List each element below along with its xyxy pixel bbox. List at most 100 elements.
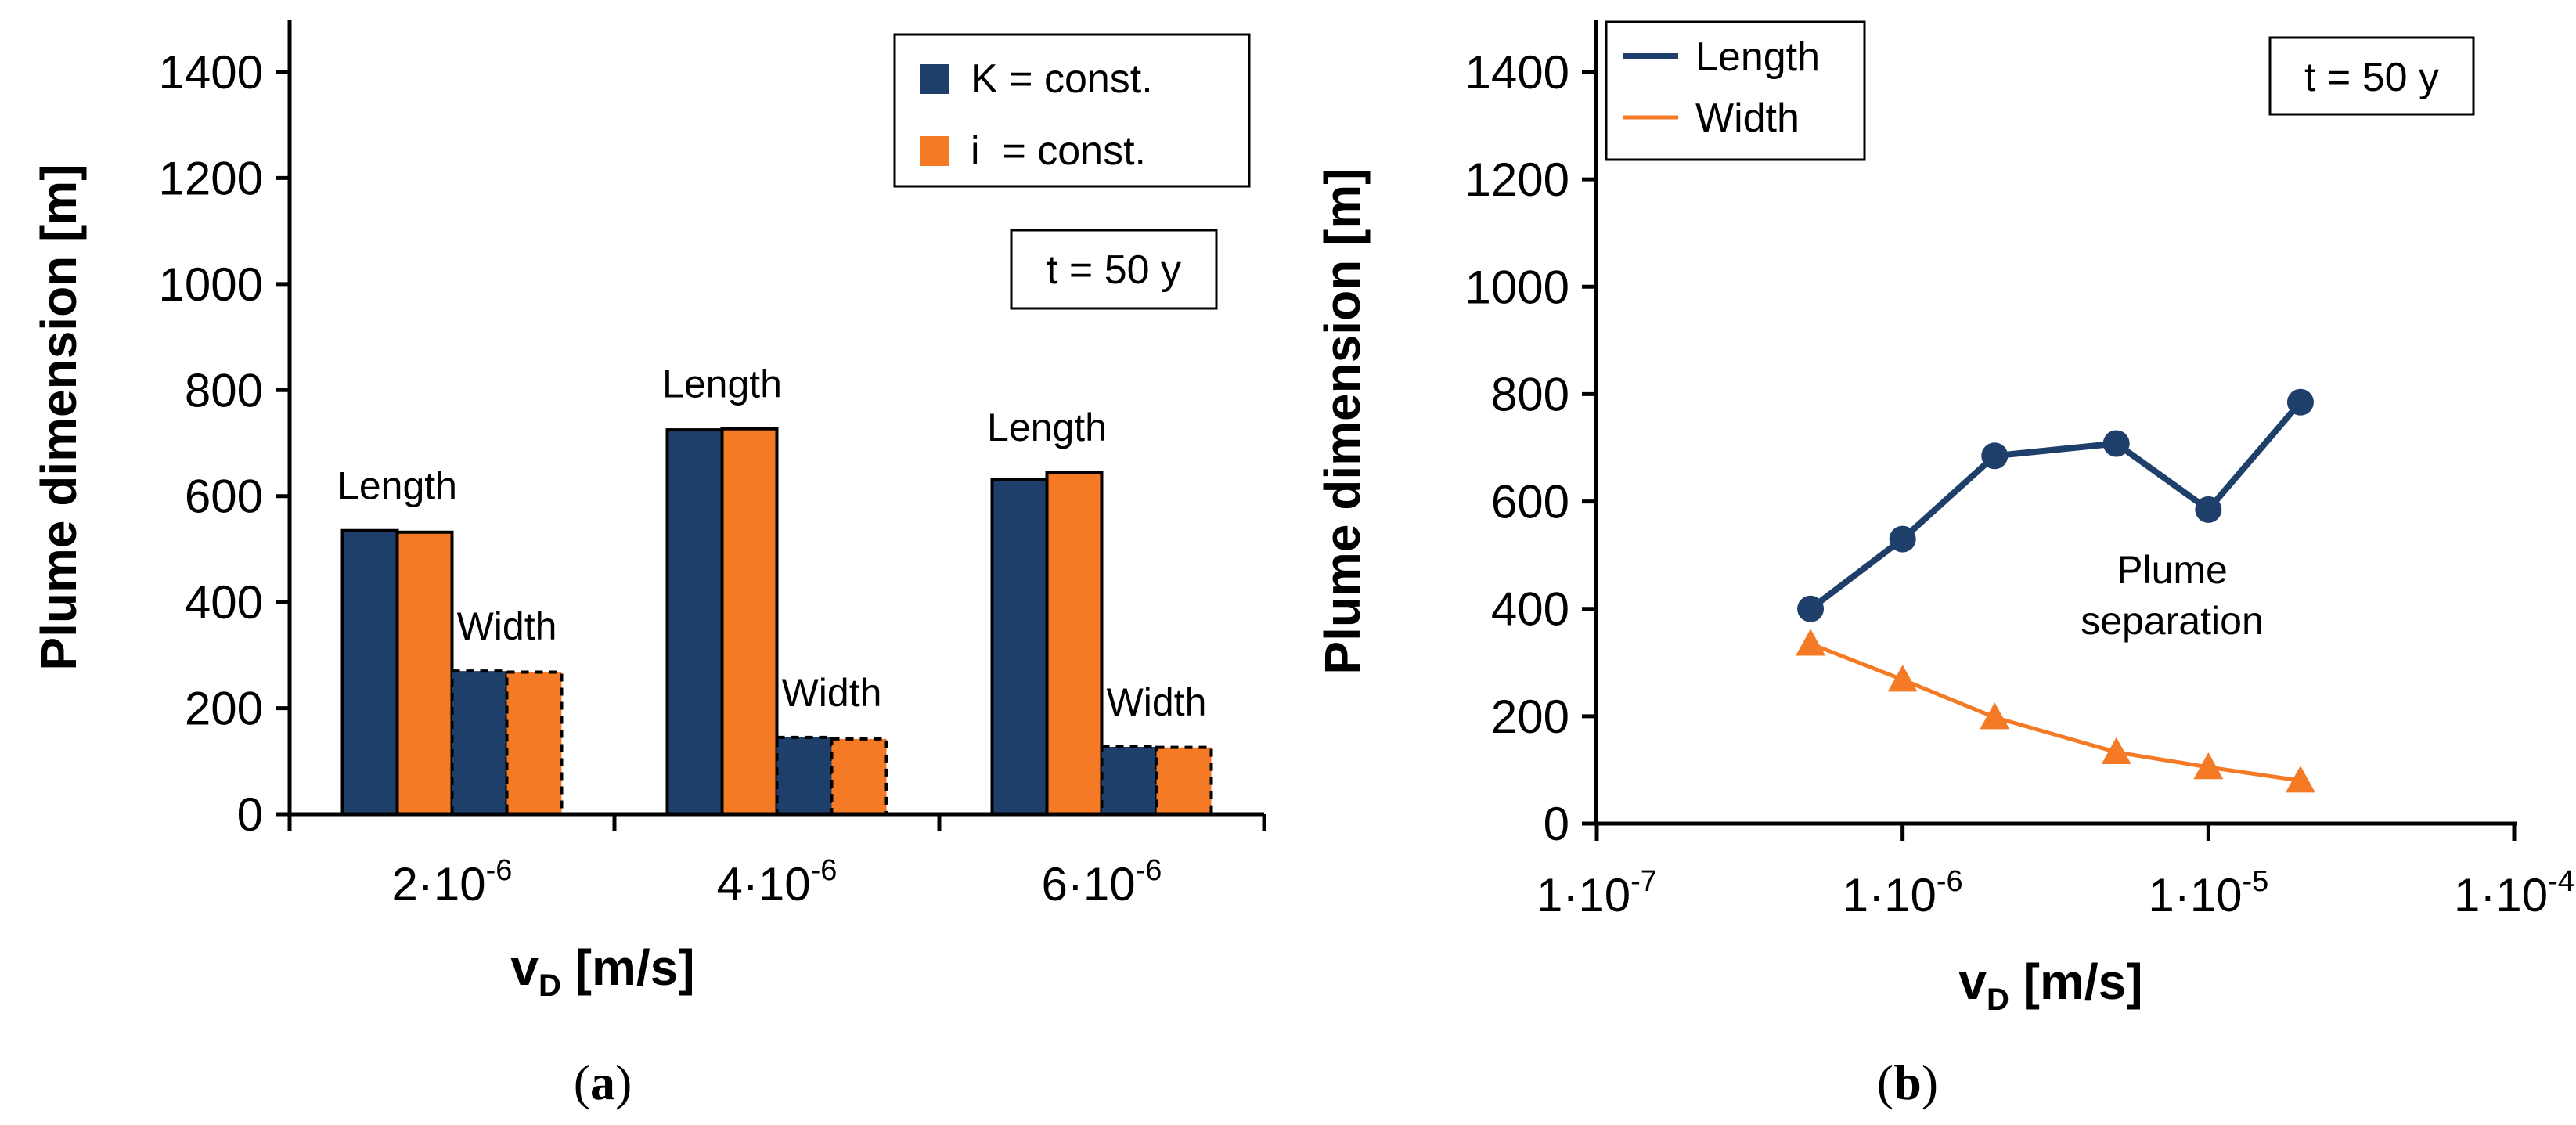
panel-a-time-box-label: t = 50 y <box>1047 247 1181 293</box>
panel-b-y-tick-label: 1400 <box>1465 46 1569 99</box>
panel-a-bar-label-width: Width <box>1107 680 1207 724</box>
panel-b-x-tick-label-exp: -7 <box>1630 865 1657 898</box>
panel-a-bar-label-width: Width <box>457 604 557 648</box>
panel-b-caption: (b) <box>1877 1055 1938 1110</box>
panel-b-x-tick-label: 1·10-4 <box>2454 865 2574 921</box>
panel-a-bar-K_width <box>450 669 509 817</box>
panel-a-legend-box <box>893 33 1251 188</box>
panel-b-caption-letter: b <box>1893 1055 1922 1110</box>
panel-b-point-length <box>1889 525 1916 553</box>
panel-b-legend: Length Width <box>1605 20 1866 161</box>
panel-b-point-length <box>2195 496 2222 523</box>
panel-a-legend-swatch-k <box>920 64 949 94</box>
panel-a-x-axis-title: vD [m/s] <box>510 939 694 1003</box>
panel-a-x-axis-title-v: v <box>510 939 539 996</box>
panel-b-annotation-line2: separation <box>2081 599 2264 643</box>
panel-a-caption-letter: a <box>590 1055 615 1110</box>
panel-b-y-tick-label: 800 <box>1491 368 1569 420</box>
panel-a-y-tick-label: 1000 <box>159 258 263 311</box>
panel-b-x-axis-title-unit: [m/s] <box>2009 954 2143 1010</box>
panel-a-caption-close: ) <box>615 1055 632 1110</box>
panel-a-x-tick-label-base: 2·10 <box>392 858 486 910</box>
panel-a-caption: (a) <box>574 1055 632 1110</box>
panel-b-y-tick-label: 0 <box>1544 798 1569 850</box>
panel-a-y-tick-label: 1400 <box>159 46 263 99</box>
panel-b-line-width <box>1810 641 2301 783</box>
panel-a-caption-open: ( <box>574 1055 590 1110</box>
panel-a-bar-i_width <box>1155 745 1213 816</box>
panel-a-x-tick-label: 2·10-6 <box>392 854 513 910</box>
panel-a-y-axis-title: Plume dimension [m] <box>31 164 87 670</box>
panel-b-point-width <box>1887 665 1918 692</box>
panel-a-y-ticks: 0 200 400 600 800 1000 1200 1400 <box>159 46 290 841</box>
panel-a-time-box-frame <box>1010 229 1218 310</box>
panel-b-caption-close: ) <box>1922 1055 1938 1110</box>
panel-a-x-tick-label: 6·10-6 <box>1042 854 1162 910</box>
panel-b-point-length <box>2286 388 2314 416</box>
panel-b-series <box>1796 388 2315 793</box>
panel-b-y-tick-label: 1200 <box>1465 153 1569 206</box>
panel-b-annotation-line1: Plume <box>2117 548 2228 592</box>
panel-a-x-tick-label-exp: -6 <box>811 854 838 887</box>
panel-a-bar-i_length <box>720 427 779 817</box>
panel-a-x-tick-label-exp: -6 <box>486 854 513 887</box>
panel-a-x-tick-labels: 2·10-6 4·10-6 6·10-6 <box>392 854 1162 910</box>
panel-a-x-ticks <box>287 814 1266 831</box>
panel-b-point-width <box>1980 702 2010 730</box>
panel-b-y-tick-label: 200 <box>1491 691 1569 743</box>
panel-a-y-tick-label: 200 <box>185 683 263 735</box>
panel-a-y-tick-label: 400 <box>185 576 263 629</box>
panel-a-legend-label-i: i = const. <box>971 128 1146 174</box>
panel-b-caption-open: ( <box>1877 1055 1893 1110</box>
panel-b-x-axis-title-v: v <box>1958 954 1987 1010</box>
panel-a-legend: K = const. i = const. <box>893 33 1251 188</box>
panel-b-point-length <box>1981 442 2009 470</box>
panel-b-y-tick-label: 600 <box>1491 476 1569 528</box>
panel-a-bar-i_width <box>505 670 564 816</box>
panel-b-point-length <box>2102 430 2130 457</box>
panel-a-legend-swatch-i <box>920 136 949 166</box>
panel-a-x-tick-label-base: 6·10 <box>1042 858 1136 910</box>
panel-a-bar-label-width: Width <box>782 671 882 715</box>
panel-a-x-tick-label-exp: -6 <box>1136 854 1162 887</box>
panel-b-x-tick-label-exp: -5 <box>2242 865 2268 898</box>
panel-a-bar-label-length: Length <box>987 406 1107 449</box>
panel-b-x-tick-label-base: 1·10 <box>2454 869 2548 921</box>
panel-a-bar-K_width <box>1100 745 1158 817</box>
panel-b-x-tick-label-base: 1·10 <box>2148 869 2242 921</box>
panel-b-point-width <box>1796 629 1826 656</box>
panel-a-legend-label-k: K = const. <box>971 56 1153 102</box>
panel-b-y-tick-label: 400 <box>1491 583 1569 636</box>
panel-b-x-axis-title-sub: D <box>1987 983 2009 1017</box>
panel-a-x-tick-label-base: 4·10 <box>717 858 811 910</box>
panel-a-x-tick-label: 4·10-6 <box>717 854 838 910</box>
panel-b-time-box-frame <box>2268 36 2475 116</box>
panel-a-bar-i_width <box>830 737 888 816</box>
panel-b-point-length <box>1797 595 1825 622</box>
panel-b-x-axis-title: vD [m/s] <box>1958 954 2142 1017</box>
panel-b-x-tick-label-base: 1·10 <box>1843 869 1937 921</box>
panel-a-y-tick-label: 1200 <box>159 152 263 204</box>
panel-a-bar-label-length: Length <box>662 362 782 406</box>
panel-a-x-axis-title-unit: [m/s] <box>561 939 695 996</box>
panel-b-x-tick-label-exp: -4 <box>2548 865 2574 898</box>
panel-a-bar-K_width <box>775 735 834 816</box>
panel-a-bar-K_length <box>340 528 399 816</box>
panel-b-y-tick-label: 1000 <box>1465 261 1569 313</box>
panel-b-x-tick-label-base: 1·10 <box>1537 869 1630 921</box>
panel-a-x-axis-title-sub: D <box>539 968 561 1003</box>
panel-a-y-tick-label: 0 <box>237 788 263 841</box>
panel-b-legend-label-width: Width <box>1695 96 1800 141</box>
panel-b-point-width <box>2193 752 2224 780</box>
panel-b-x-tick-label: 1·10-7 <box>1537 865 1657 921</box>
panel-b-y-axis-title: Plume dimension [m] <box>1314 168 1371 674</box>
panel-b-x-ticks <box>1594 824 2517 841</box>
panel-b-legend-box <box>1605 20 1866 161</box>
panel-b-time-box: t = 50 y <box>2268 36 2475 116</box>
panel-a-bar-K_length <box>665 428 724 816</box>
panel-b-x-tick-labels: 1·10-7 1·10-6 1·10-5 1·10-4 <box>1537 865 2574 921</box>
panel-b-x-tick-label-exp: -6 <box>1937 865 1963 898</box>
panel-b-x-tick-label: 1·10-6 <box>1843 865 1963 921</box>
